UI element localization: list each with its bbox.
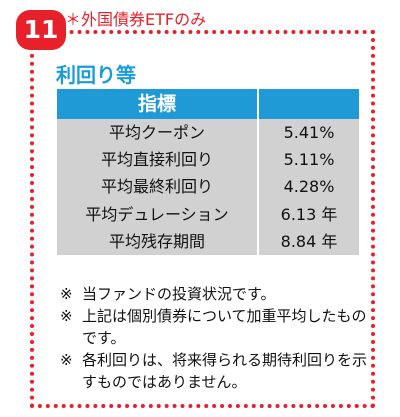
- footnote: ※ 当ファンドの投資状況です。: [60, 283, 372, 305]
- footnote: ※ 各利回りは、将来得られる期待利回りを示すものではありません。: [60, 349, 372, 393]
- row-value: 6.13 年: [280, 204, 338, 224]
- row-value: 8.84 年: [280, 231, 338, 251]
- note-mark: ※: [60, 307, 73, 325]
- note-text: 各利回りは、将来得られる期待利回りを示すものではありません。: [82, 351, 368, 391]
- row-value: 5.11%: [283, 150, 335, 170]
- row-value: 4.28%: [283, 177, 335, 197]
- header-value-column: [259, 89, 359, 119]
- section-number-badge: 11: [16, 10, 66, 50]
- dotted-border-frame: [30, 30, 375, 408]
- foreign-bond-etf-note: ＊外国債券ETFのみ: [65, 10, 207, 29]
- row-label: 平均直接利回り: [100, 150, 213, 170]
- footnote: ※ 上記は個別債券について加重平均したものです。: [60, 305, 372, 349]
- table-header: 指標: [57, 89, 359, 119]
- label-column: 平均クーポン 平均直接利回り 平均最終利回り 平均デュレーション 平均残存期間: [57, 119, 259, 255]
- header-indicator: 指標: [57, 89, 259, 119]
- section-title: 利回り等: [56, 63, 136, 87]
- footnotes: ※ 当ファンドの投資状況です。 ※ 上記は個別債券について加重平均したものです。…: [60, 283, 372, 393]
- row-value: 5.41%: [283, 123, 335, 142]
- note-mark: ※: [60, 351, 73, 369]
- yield-table: 指標 平均クーポン 平均直接利回り 平均最終利回り 平均デュレーション 平均残存…: [57, 89, 359, 255]
- value-column: 5.41% 5.11% 4.28% 6.13 年 8.84 年: [259, 119, 359, 255]
- row-label: 平均残存期間: [108, 231, 205, 251]
- row-label: 平均デュレーション: [85, 204, 229, 224]
- note-text: 上記は個別債券について加重平均したものです。: [82, 307, 367, 347]
- note-mark: ※: [60, 285, 73, 303]
- row-label: 平均クーポン: [108, 123, 205, 142]
- table-body: 平均クーポン 平均直接利回り 平均最終利回り 平均デュレーション 平均残存期間 …: [57, 119, 359, 255]
- note-text: 当ファンドの投資状況です。: [82, 285, 276, 303]
- row-label: 平均最終利回り: [100, 177, 213, 197]
